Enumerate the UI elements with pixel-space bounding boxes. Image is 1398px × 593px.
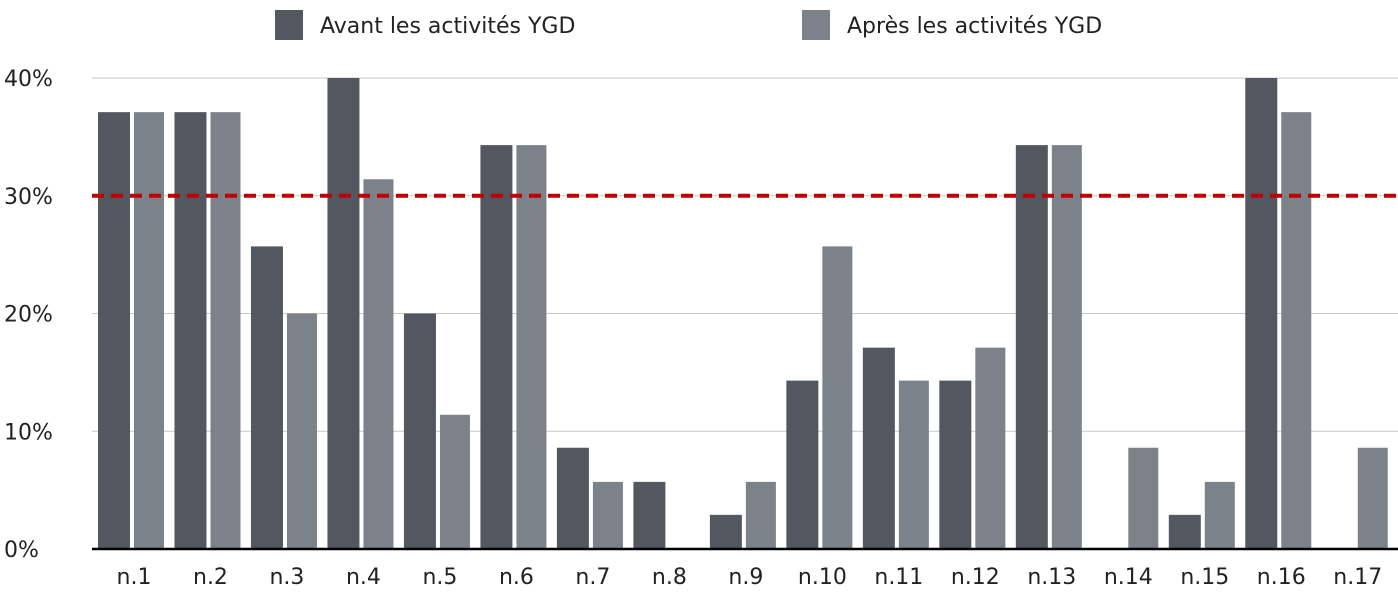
bar	[403, 313, 436, 549]
y-tick-label: 40%	[4, 67, 53, 92]
x-tick-label: n.6	[499, 565, 534, 590]
bar	[516, 145, 547, 549]
bar	[975, 347, 1006, 549]
x-tick-label: n.13	[1027, 565, 1076, 590]
bar	[134, 112, 164, 550]
y-tick-label: 20%	[4, 303, 53, 328]
x-tick-label: n.7	[575, 565, 610, 590]
x-tick-label: n.12	[951, 565, 1000, 590]
bar	[210, 112, 241, 550]
x-tick-label: n.4	[346, 565, 381, 590]
legend-swatch	[275, 10, 303, 40]
bar	[250, 246, 283, 549]
bar	[286, 313, 317, 549]
bar	[98, 112, 130, 550]
x-tick-label: n.2	[193, 565, 228, 590]
bar	[822, 246, 853, 549]
bar	[745, 481, 776, 549]
bar	[174, 112, 207, 550]
y-tick-label: 10%	[4, 420, 53, 445]
x-tick-label: n.17	[1333, 565, 1382, 590]
y-tick-label: 0%	[4, 538, 39, 563]
bar	[939, 380, 972, 549]
x-tick-label: n.3	[269, 565, 304, 590]
x-tick-label: n.10	[798, 565, 847, 590]
bar	[1204, 481, 1235, 549]
bar	[480, 145, 513, 549]
x-tick-label: n.11	[874, 565, 923, 590]
x-tick-label: n.9	[728, 565, 763, 590]
bar	[1015, 145, 1048, 549]
bar	[556, 447, 589, 549]
x-tick-label: n.5	[422, 565, 457, 590]
x-tick-label: n.16	[1257, 565, 1306, 590]
legend-label: Après les activités YGD	[847, 14, 1102, 39]
bar	[327, 78, 360, 549]
legend-label: Avant les activités YGD	[320, 14, 575, 39]
y-tick-label: 30%	[4, 185, 53, 210]
legend-swatch	[802, 10, 830, 40]
bar	[592, 481, 623, 549]
bar	[709, 514, 742, 549]
bar	[786, 380, 819, 549]
bar	[633, 481, 666, 549]
bar	[1128, 447, 1159, 549]
bar	[1051, 145, 1082, 549]
bar	[1168, 514, 1201, 549]
bar	[439, 414, 470, 549]
x-tick-label: n.8	[652, 565, 687, 590]
bar	[1281, 112, 1312, 550]
x-tick-label: n.1	[117, 565, 152, 590]
bar	[1245, 78, 1278, 549]
x-tick-label: n.15	[1180, 565, 1229, 590]
bar	[862, 347, 895, 549]
bar	[898, 380, 929, 549]
bar	[1357, 447, 1388, 549]
bar	[363, 179, 394, 549]
x-tick-label: n.14	[1104, 565, 1153, 590]
